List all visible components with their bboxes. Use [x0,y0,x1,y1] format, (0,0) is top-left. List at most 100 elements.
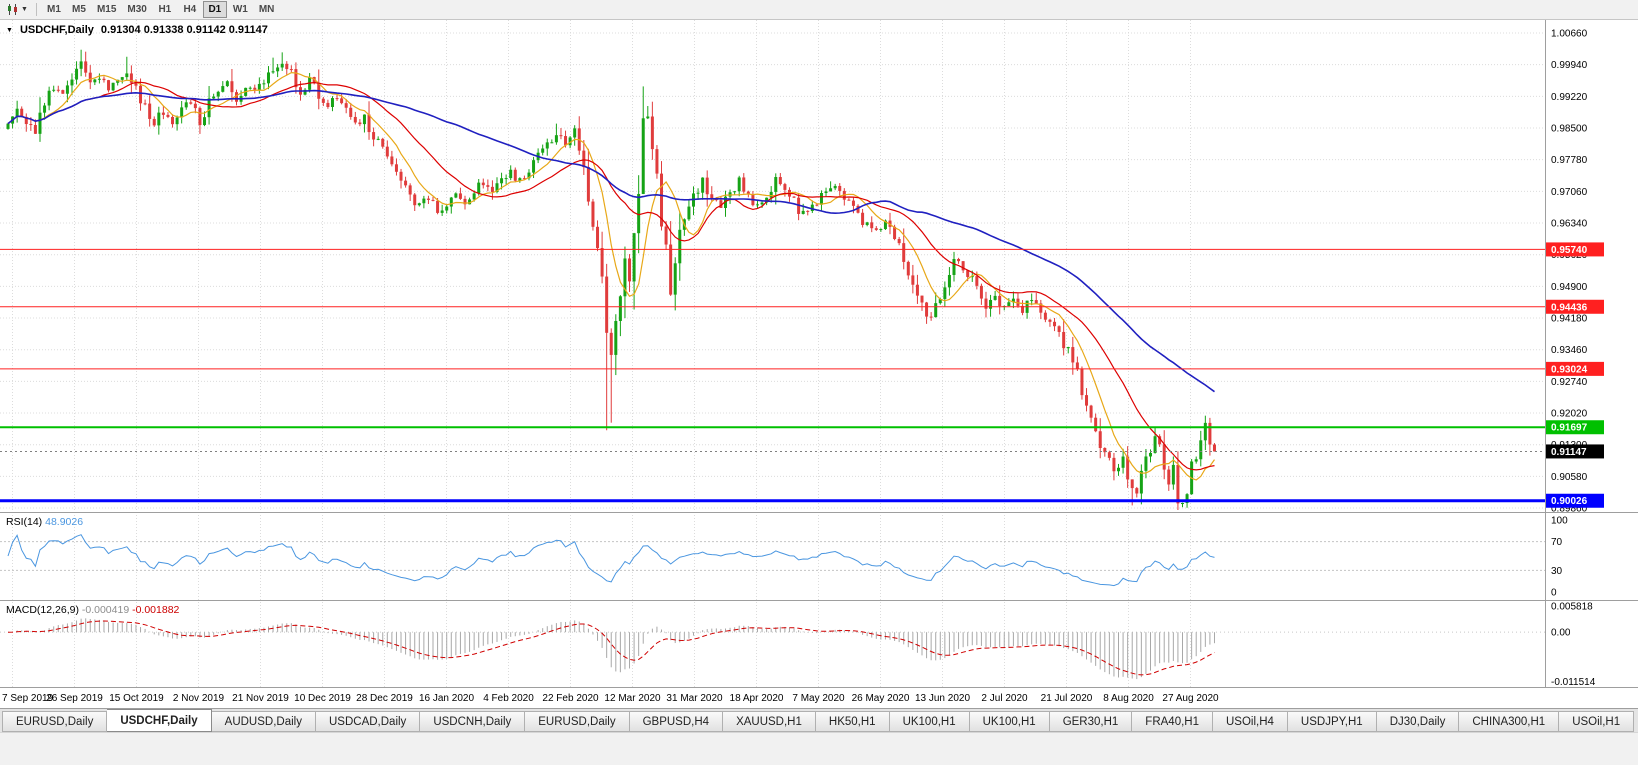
price-level-badge[interactable] [1546,361,1604,376]
candle-body [545,142,549,149]
chart-tab-usdjpy-h1[interactable]: USDJPY,H1 [1287,711,1377,732]
chart-tab-hk50-h1[interactable]: HK50,H1 [815,711,890,732]
candle-body [605,276,609,333]
price-level-badge[interactable] [1546,493,1604,508]
rsi-axis-label: 30 [1551,566,1563,577]
candle-body [824,191,828,193]
candle-body [687,206,691,220]
candle-body [189,102,193,104]
moving-average-55 [7,89,1215,393]
candlestick-chart-icon [8,4,17,15]
candle-body [1039,303,1043,313]
candle-body [550,142,554,144]
date-axis-label: 26 Sep 2019 [46,693,103,704]
price-level-badge[interactable] [1546,242,1604,257]
candle-body [947,274,951,288]
price-axis-label: 0.99940 [1551,60,1588,71]
timeframe-button-m1[interactable]: M1 [46,4,61,15]
candle-body [486,185,490,187]
candle-body [266,72,270,84]
candle-body [93,79,97,83]
candle-body [372,132,376,140]
price-level-badge[interactable] [1546,420,1604,435]
candle-body [1153,436,1157,453]
status-strip [0,732,1638,765]
chart-tab-usoil-h4[interactable]: USOil,H4 [1212,711,1288,732]
chart-tab-fra40-h1[interactable]: FRA40,H1 [1132,711,1213,732]
candle-body [294,69,298,88]
chart-tab-china300-h1[interactable]: CHINA300,H1 [1459,711,1560,732]
timeframe-button-h4[interactable]: H4 [183,4,197,15]
candle-body [920,295,924,303]
candle-body [271,71,275,73]
candle-body [129,73,133,83]
candle-body [591,201,595,227]
candle-body [769,191,773,198]
candle-body [440,210,444,213]
candle-body [303,89,307,95]
rsi-line [7,534,1215,587]
candle-body [157,112,161,126]
chart-tab-usdcad-daily[interactable]: USDCAD,Daily [315,711,421,732]
date-axis-label: 4 Feb 2020 [483,693,534,704]
chart-tab-dj30-daily[interactable]: DJ30,Daily [1376,711,1460,732]
chart-tab-eurusd-daily[interactable]: EURUSD,Daily [2,711,108,732]
chart-tab-uk100-h1[interactable]: UK100,H1 [969,711,1050,732]
chart-tab-usdcnh-daily[interactable]: USDCNH,Daily [420,711,526,732]
macd-signal-line [7,620,1215,676]
chart-tab-gbpusd-h4[interactable]: GBPUSD,H4 [629,711,724,732]
date-axis-label: 8 Aug 2020 [1103,693,1154,704]
timeframe-button-mn[interactable]: MN [258,4,275,15]
chart-tab-usoil-h1[interactable]: USOil,H1 [1559,711,1635,732]
chart-tab-uk100-h1[interactable]: UK100,H1 [889,711,970,732]
candle-body [915,284,919,296]
timeframe-button-m5[interactable]: M5 [71,4,86,15]
candle-body [1057,326,1061,332]
candle-body [335,98,339,100]
timeframe-button-w1[interactable]: W1 [232,4,248,15]
candle-body [989,299,993,309]
candle-body [993,295,997,300]
candle-body [568,137,572,146]
price-level-badge[interactable] [1546,299,1604,314]
candle-body [385,146,389,157]
candle-body [408,185,412,195]
candle-body [765,197,769,203]
price-level-badge-label: 0.94436 [1551,302,1588,313]
candle-body [879,229,883,231]
candle-body [929,316,933,318]
candle-body [596,226,600,249]
candle-body [477,182,481,194]
candle-body [1144,456,1148,471]
chart-tab-usdchf-daily[interactable]: USDCHF,Daily [107,709,212,732]
price-axis-label: 0.98500 [1551,124,1588,135]
candle-body [148,103,152,119]
candle-body [774,177,778,192]
current-price-badge[interactable] [1546,444,1604,459]
candle-body [198,108,202,126]
date-axis-label: 18 Apr 2020 [730,693,784,704]
candle-body [203,117,207,126]
candle-body [381,138,385,147]
date-axis-label: 10 Dec 2019 [294,693,351,704]
chart-tab-audusd-daily[interactable]: AUDUSD,Daily [211,711,316,732]
timeframe-button-d1[interactable]: D1 [202,1,227,18]
timeframe-button-m15[interactable]: M15 [96,4,117,15]
candle-body [851,200,855,206]
price-axis-label: 0.94180 [1551,314,1588,325]
candle-body [532,160,536,173]
chart-type-button[interactable]: ▼ [3,1,31,18]
timeframe-button-m30[interactable]: M30 [127,4,147,15]
chart-tab-ger30-h1[interactable]: GER30,H1 [1049,711,1133,732]
timeframe-button-h1[interactable]: H1 [158,4,172,15]
candle-body [1094,417,1098,432]
candle-body [815,204,819,206]
candle-body [29,124,33,126]
chart-tab-xauusd-h1[interactable]: XAUUSD,H1 [723,711,816,732]
candle-body [1203,422,1207,441]
candle-body [367,114,371,133]
candle-body [6,123,10,129]
chart-tab-eurusd-daily[interactable]: EURUSD,Daily [525,711,630,732]
